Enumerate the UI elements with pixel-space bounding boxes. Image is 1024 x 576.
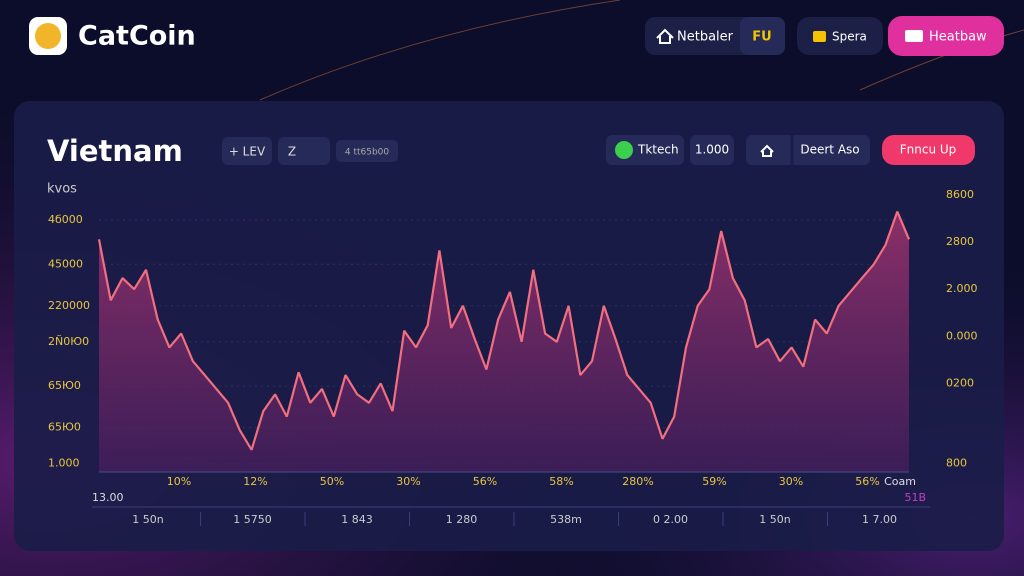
pill[interactable] (690, 135, 734, 165)
pill-label[interactable]: Tktech (637, 143, 679, 157)
x-tick-label: 280% (622, 475, 653, 488)
x-row3-label: 1 50n (759, 513, 790, 526)
x-row2-label: 51B (904, 491, 926, 504)
button[interactable] (882, 135, 975, 165)
line (97, 211, 911, 451)
y-tick-label: 4б000 (48, 213, 83, 226)
x-row3-label: 1 280 (446, 513, 478, 526)
x-row3-label: 1 5750 (233, 513, 272, 526)
x-tick-label: 59% (702, 475, 726, 488)
area (99, 211, 909, 472)
pill-label[interactable]: Deert Aso (800, 143, 859, 157)
pill-label[interactable]: + LEV (229, 145, 266, 159)
card-title: Vietnam (47, 134, 183, 168)
x-tick-label: 58% (549, 475, 573, 488)
x-tick-label: 12% (243, 475, 267, 488)
nav-item[interactable]: Heatbaw (929, 30, 987, 45)
home-icon (656, 28, 674, 44)
pill[interactable] (222, 137, 272, 165)
y-tick-label: 1.000 (48, 457, 80, 470)
nav-item[interactable]: Spera (832, 30, 867, 44)
x-row2-label: 13.00 (92, 491, 124, 504)
icon (813, 31, 826, 42)
pill[interactable] (278, 137, 330, 165)
chart: 4б000 45000 220000 2Ñ0Ю0 65Ю0 65Ю0 1.000 8600 28… (48, 188, 978, 526)
y2-tick-label: 2.000 (946, 282, 978, 295)
pill-label[interactable]: Z (288, 145, 296, 159)
x-row3-label: 1 7.00 (862, 513, 897, 526)
y2-tick-label: 2800 (946, 235, 974, 248)
x-row3-label: 1 50n (132, 513, 163, 526)
pill-label[interactable]: 1.000 (695, 143, 729, 157)
y-tick-label: 2Ñ0Ю0 (48, 335, 89, 348)
y-tick-label: 45000 (48, 257, 83, 270)
logo-coin (35, 23, 61, 49)
x-tick-label: 50% (320, 475, 344, 488)
pill-label[interactable]: 4 tt65b00 (345, 148, 390, 158)
y2-tick-label: 800 (946, 457, 967, 470)
icon (905, 30, 923, 42)
y-label: kvos (47, 182, 77, 197)
nav-button[interactable] (888, 16, 1004, 56)
x-tick-label: 10% (167, 475, 191, 488)
y-tick-label: 220000 (48, 299, 90, 312)
y2-tick-label: 8600 (946, 188, 974, 201)
x-row3-label: 1 843 (341, 513, 373, 526)
x-row3-label: 0 2.00 (653, 513, 688, 526)
nav-item[interactable]: Netbaler (677, 30, 734, 45)
x-tick-label: 30% (396, 475, 420, 488)
x-tick-label: 56% (473, 475, 497, 488)
x-tick-label: 56% (855, 475, 879, 488)
icon (615, 141, 633, 159)
brand: CatCoin (78, 21, 196, 52)
y2-tick-label: 0.000 (946, 329, 978, 342)
y-tick-label: 65Ю0 (48, 379, 81, 392)
button-label[interactable]: Fnncu Up (900, 143, 957, 157)
y-tick-label: 65Ю0 (48, 421, 81, 434)
pill[interactable] (336, 140, 398, 162)
y2-tick-label: 0200 (946, 376, 974, 389)
nav-button[interactable] (797, 17, 883, 55)
x-tick-label: 30% (779, 475, 803, 488)
nav-sub[interactable] (740, 17, 785, 55)
pill[interactable] (746, 135, 870, 165)
home-icon (760, 144, 774, 157)
x-tick-label: Coam (884, 475, 916, 488)
streak (259, 0, 621, 101)
x-row3-label: 538m (550, 513, 582, 526)
nav-item[interactable]: FU (752, 30, 771, 45)
